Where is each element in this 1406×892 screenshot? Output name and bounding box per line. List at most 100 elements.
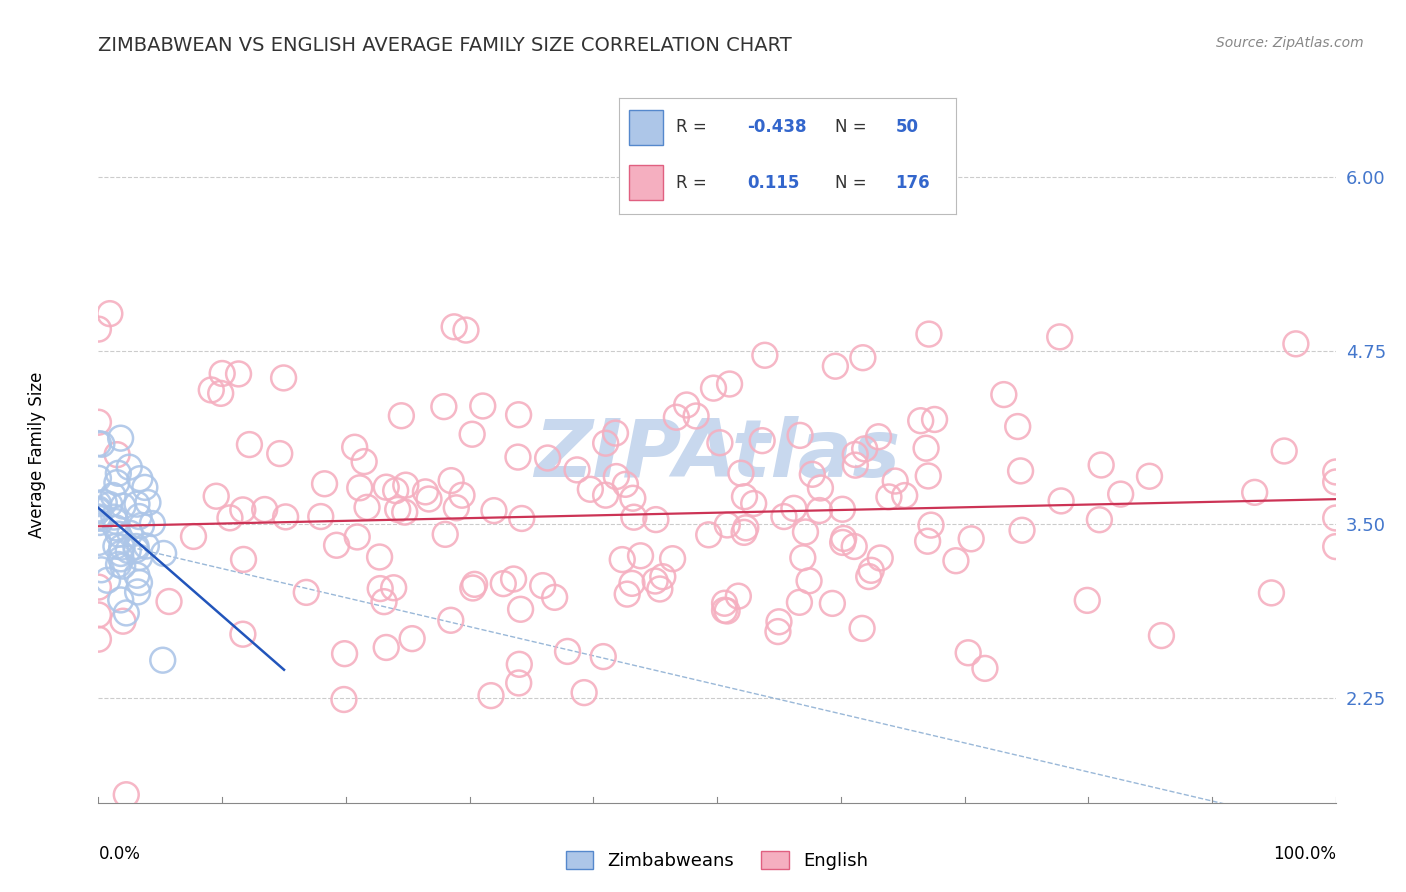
Point [1139, 469, 1161, 483]
Point [253, 502, 276, 516]
Point [183, 529, 205, 543]
Point [368, 582, 391, 596]
Point [713, 596, 735, 610]
Point [382, 581, 405, 595]
Point [557, 644, 579, 658]
Point [869, 551, 891, 566]
Point [644, 513, 666, 527]
Point [801, 467, 824, 482]
Point [356, 500, 378, 515]
Point [219, 511, 242, 525]
Point [718, 377, 741, 392]
Point [454, 323, 477, 337]
Point [661, 551, 683, 566]
Point [605, 426, 627, 441]
Point [87, 415, 110, 429]
Point [232, 503, 254, 517]
Point [128, 550, 150, 565]
Point [918, 327, 941, 342]
Point [394, 505, 416, 519]
Point [443, 319, 465, 334]
Point [87, 497, 110, 511]
Point [579, 483, 602, 497]
Text: 100.0%: 100.0% [1272, 845, 1336, 863]
Point [616, 587, 638, 601]
Point [858, 569, 880, 583]
Point [1090, 458, 1112, 472]
Point [651, 570, 673, 584]
Point [104, 539, 127, 553]
Point [612, 552, 634, 566]
Point [702, 381, 724, 395]
Point [605, 469, 627, 483]
Point [125, 568, 148, 582]
Point [620, 576, 643, 591]
Point [1109, 487, 1132, 501]
Point [733, 525, 755, 540]
Point [727, 589, 749, 603]
Text: 0.115: 0.115 [747, 174, 799, 192]
Point [808, 503, 831, 517]
Point [1243, 485, 1265, 500]
Point [773, 509, 796, 524]
Point [614, 477, 637, 491]
Point [118, 526, 141, 541]
Point [502, 572, 524, 586]
Text: Average Family Size: Average Family Size [28, 372, 45, 538]
Point [375, 480, 398, 494]
Point [1007, 419, 1029, 434]
Point [384, 483, 406, 498]
Point [104, 521, 127, 535]
Point [630, 549, 652, 563]
Point [675, 398, 697, 412]
Point [228, 367, 250, 381]
Point [716, 604, 738, 618]
Point [508, 657, 530, 672]
Point [87, 511, 110, 525]
Point [141, 516, 163, 531]
Point [509, 602, 531, 616]
Point [152, 653, 174, 667]
Point [1324, 540, 1347, 554]
Point [128, 575, 150, 590]
Point [595, 436, 617, 450]
Point [482, 503, 505, 517]
Text: R =: R = [676, 174, 707, 192]
Point [117, 543, 139, 558]
Point [115, 788, 138, 802]
Point [128, 472, 150, 486]
Point [451, 488, 474, 502]
Point [415, 484, 437, 499]
Point [1324, 511, 1347, 525]
Point [325, 538, 347, 552]
Point [110, 547, 132, 561]
Bar [628, 110, 662, 145]
Point [101, 488, 124, 502]
Point [766, 624, 789, 639]
Point [107, 467, 129, 481]
Text: 0.0%: 0.0% [98, 845, 141, 863]
Point [1324, 475, 1347, 489]
Point [131, 518, 153, 533]
Point [395, 478, 418, 492]
Point [824, 359, 846, 374]
Point [103, 510, 125, 524]
Text: N =: N = [835, 118, 866, 136]
Point [648, 582, 671, 596]
Text: -0.438: -0.438 [747, 118, 807, 136]
Point [107, 527, 129, 541]
Text: R =: R = [676, 118, 707, 136]
Point [136, 495, 159, 509]
Point [644, 574, 666, 588]
Point [87, 607, 110, 622]
Point [105, 475, 128, 490]
Point [333, 647, 356, 661]
Point [844, 448, 866, 462]
Point [915, 441, 938, 455]
Point [314, 476, 336, 491]
Point [107, 558, 129, 572]
Text: Source: ZipAtlas.com: Source: ZipAtlas.com [1216, 36, 1364, 50]
Point [508, 408, 530, 422]
Point [794, 524, 817, 539]
Point [205, 489, 228, 503]
